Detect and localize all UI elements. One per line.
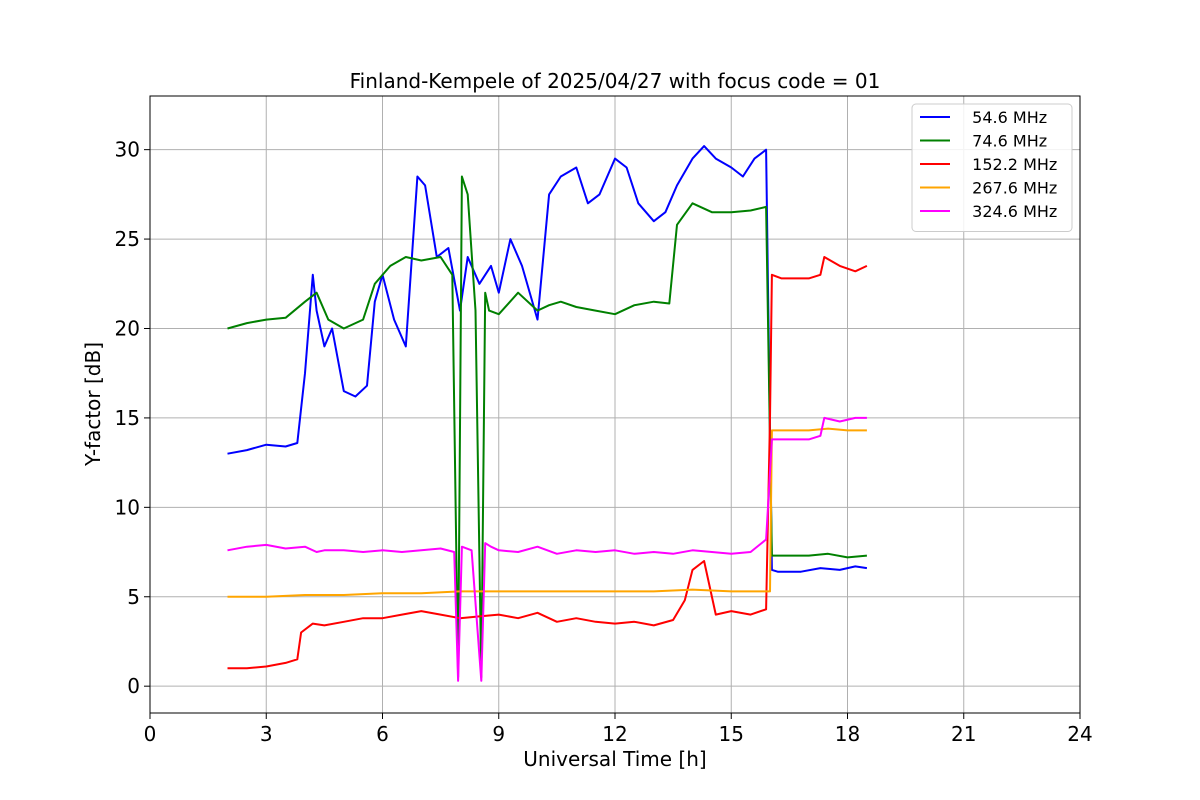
y-tick-label: 5 <box>127 585 140 609</box>
y-axis-title: Y-factor [dB] <box>81 342 105 467</box>
y-tick-label: 0 <box>127 674 140 698</box>
x-tick-label: 18 <box>835 722 860 746</box>
grid <box>149 96 1081 713</box>
x-tick-label: 12 <box>602 722 627 746</box>
legend-label-3: 152.2 MHz <box>962 155 1057 174</box>
y-axis-ticks: 0 5 10 15 20 25 30 <box>115 138 150 698</box>
y-tick-label: 20 <box>115 316 140 340</box>
series-line-1 <box>227 145 868 573</box>
y-tick-label: 30 <box>115 138 140 162</box>
y-tick-label: 15 <box>115 406 140 430</box>
x-axis-title: Universal Time [h] <box>523 747 706 771</box>
legend: 54.6 MHz 74.6 MHz 152.2 MHz 267.6 MHz 32… <box>911 103 1073 232</box>
x-tick-label: 9 <box>492 722 505 746</box>
legend-label-4: 267.6 MHz <box>962 179 1057 198</box>
series-group <box>227 145 868 682</box>
x-tick-label: 6 <box>376 722 389 746</box>
y-tick-label: 10 <box>115 495 140 519</box>
x-tick-label: 24 <box>1067 722 1092 746</box>
chart-title: Finland-Kempele of 2025/04/27 with focus… <box>350 69 881 93</box>
x-tick-label: 3 <box>260 722 273 746</box>
x-tick-label: 21 <box>951 722 976 746</box>
series-line-4 <box>227 427 867 598</box>
series-line-2 <box>227 175 867 679</box>
legend-box <box>911 103 1073 232</box>
legend-label-2: 74.6 MHz <box>962 132 1047 151</box>
legend-label-1: 54.6 MHz <box>962 108 1047 127</box>
series-line-5 <box>227 416 867 682</box>
series-line-3 <box>227 256 868 670</box>
x-tick-label: 0 <box>144 722 157 746</box>
y-tick-label: 25 <box>115 227 140 251</box>
x-tick-label: 15 <box>719 722 744 746</box>
legend-label-5: 324.6 MHz <box>962 202 1057 221</box>
x-axis-ticks: 0 3 6 9 12 15 18 21 24 <box>144 713 1093 746</box>
